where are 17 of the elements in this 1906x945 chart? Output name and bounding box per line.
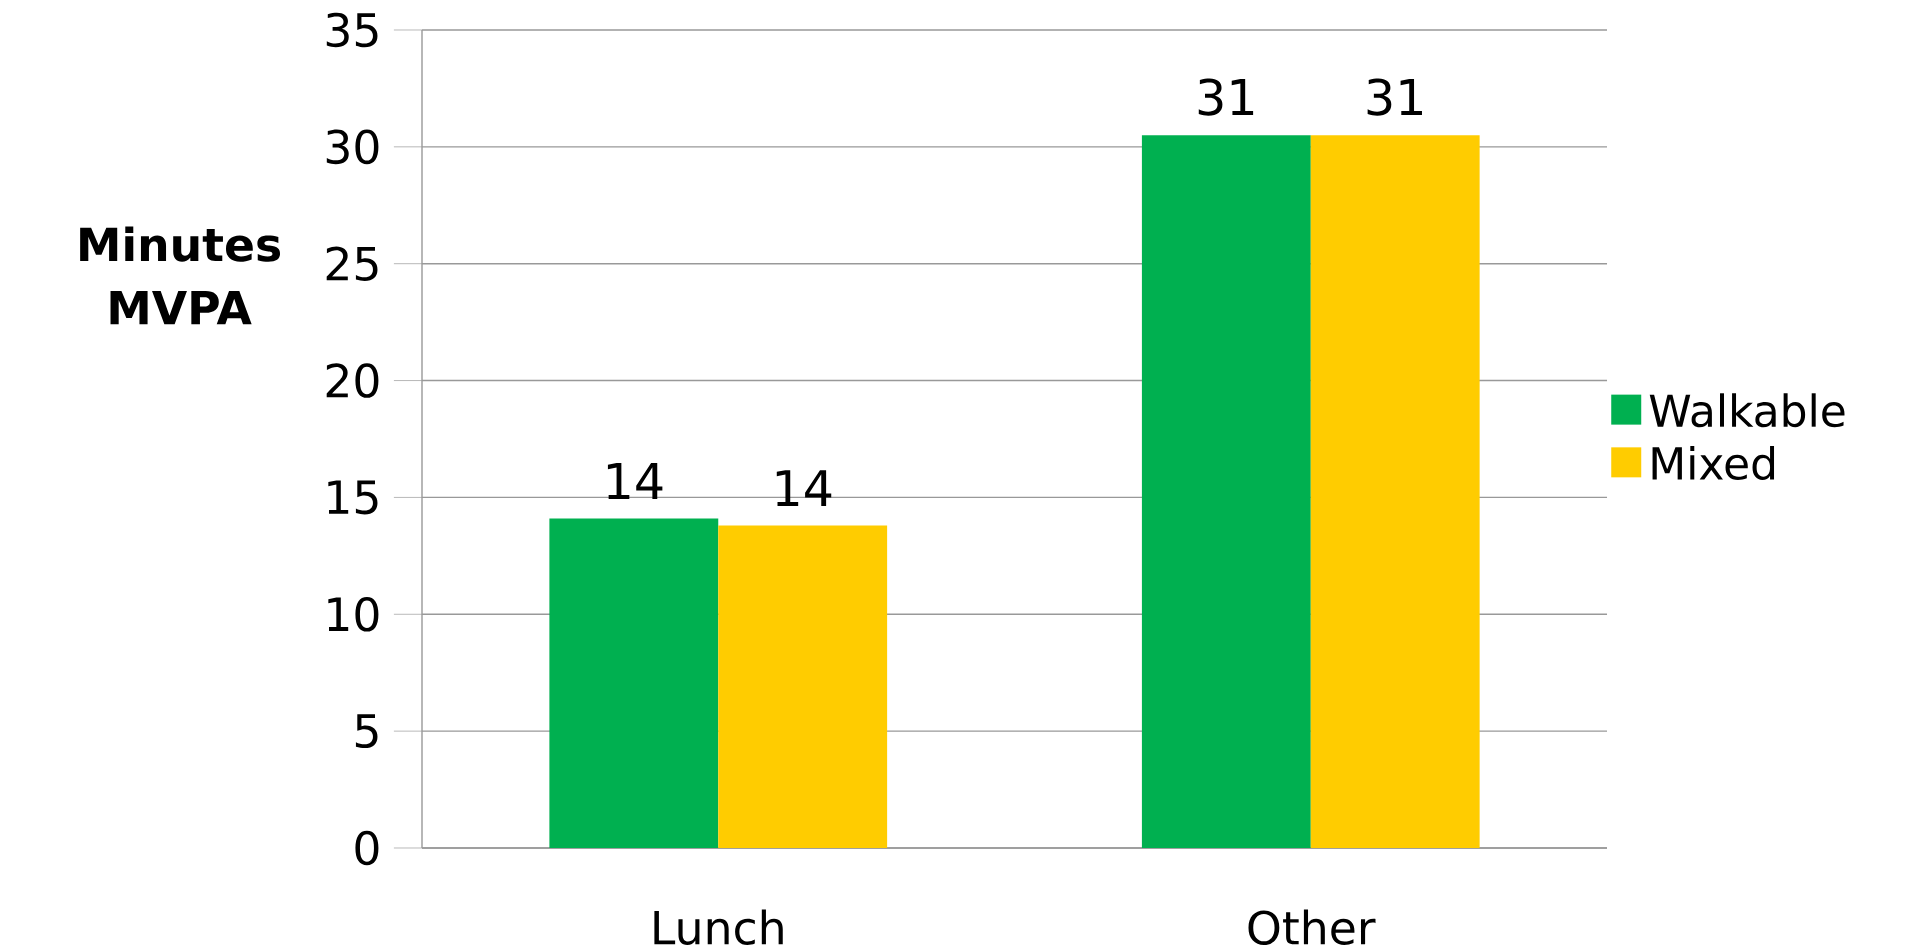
legend-label: Mixed	[1652, 445, 1775, 480]
x-tick-label: Other	[1248, 909, 1376, 945]
y-tick-label: 5	[355, 714, 378, 749]
x-tick-label: Lunch	[654, 909, 783, 945]
y-tick-label: 15	[328, 480, 378, 515]
legend-label: Walkable	[1649, 393, 1845, 428]
y-tick-label: 30	[326, 129, 379, 165]
y-tick-label: 25	[326, 246, 378, 281]
data-label: 14	[776, 470, 832, 507]
data-label: 31	[1198, 78, 1254, 116]
data-label: 14	[607, 463, 663, 499]
y-tick-label: 20	[326, 363, 379, 398]
y-tick-label: 10	[328, 597, 379, 632]
y-tick-label: 0	[355, 830, 379, 866]
data-label: 31	[1367, 78, 1422, 116]
y-tick-label: 35	[326, 12, 378, 48]
y-axis-title: Minutes MVPA	[80, 226, 281, 325]
